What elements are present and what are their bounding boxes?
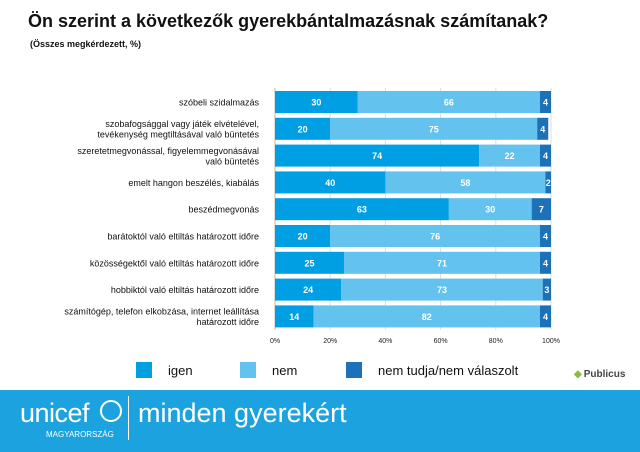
legend-item-igen: igen (136, 362, 193, 378)
bar-segment-igen (275, 144, 480, 167)
data-label: 3 (544, 285, 549, 295)
legend-swatch (240, 362, 256, 378)
data-label: 25 (304, 258, 314, 268)
x-tick-label: 40% (378, 338, 392, 345)
data-label: 82 (422, 312, 432, 322)
bar-segment-nem-tudja-nem-v-laszolt (539, 305, 551, 328)
bar-segment-igen (275, 171, 386, 194)
legend-swatch (136, 362, 152, 378)
data-label: 4 (543, 258, 548, 268)
legend: igen nem nem tudja/nem válaszolt (0, 362, 640, 382)
bar-segment-nem-tudja-nem-v-laszolt (539, 251, 551, 274)
data-label: 75 (429, 124, 439, 134)
bar-segment-nem-tudja-nem-v-laszolt (539, 91, 551, 113)
data-label: 74 (372, 151, 382, 161)
unicef-globe-icon (100, 400, 122, 422)
data-label: 7 (539, 205, 544, 215)
bar-segment-nem (448, 198, 532, 221)
bar-segment-nem-tudja-nem-v-laszolt (531, 198, 551, 221)
data-label: 40 (325, 178, 335, 188)
publicus-logo: ◆ Publicus (574, 369, 625, 380)
tagline: minden gyerekért (138, 398, 347, 428)
bar-segment-igen (275, 117, 331, 140)
data-label: 76 (430, 232, 440, 242)
category-label: beszédmegvonás (188, 205, 259, 215)
x-tick-label: 100% (542, 338, 560, 345)
data-label: 4 (543, 232, 548, 242)
category-label: számítógép, telefon elkobzása, internet … (64, 307, 259, 317)
data-label: 73 (437, 285, 447, 295)
bar-segment-nem (385, 171, 546, 194)
category-label: szóbeli szidalmazás (179, 98, 260, 108)
data-label: 66 (444, 98, 454, 108)
unicef-logo-text: unicef (20, 398, 90, 428)
x-tick-label: 80% (489, 338, 503, 345)
category-label: tevékenység megtiltásával való büntetés (97, 130, 259, 140)
category-label: hobbiktól való eltiltás határozott időre (111, 285, 259, 295)
bar-chart: 0% 20% 40% 60% 80% 100% szóbeli szidalmazás 30 6… (64, 88, 560, 345)
data-label: 30 (311, 98, 321, 108)
bar-segment-igen (275, 251, 344, 274)
bar-segment-igen (275, 225, 331, 247)
category-label: határozott időre (196, 317, 259, 327)
bar-segment-nem-tudja-nem-v-laszolt (539, 144, 551, 167)
data-label: 24 (303, 285, 313, 295)
category-label: szobafogsággal vagy játék elvételével, (105, 119, 259, 129)
country-label: MAGYARORSZÁG (46, 430, 114, 439)
legend-label: igen (168, 362, 193, 378)
x-tick-label: 60% (434, 338, 448, 345)
category-label: szeretetmegvonással, figyelemmegvonásáva… (77, 146, 259, 156)
publicus-icon: ◆ (574, 369, 582, 380)
bar-segment-nem (479, 144, 540, 167)
bar-segment-nem-tudja-nem-v-laszolt (545, 171, 551, 194)
data-label: 14 (289, 312, 299, 322)
data-label: 4 (543, 98, 548, 108)
data-label: 58 (460, 178, 470, 188)
chart-subtitle: (Összes megkérdezett, %) (30, 39, 142, 49)
data-label: 63 (357, 205, 367, 215)
chart-title: Ön szerint a következők gyerekbántalmazá… (28, 11, 549, 31)
data-label: 4 (540, 124, 545, 134)
bar-segment-igen (275, 305, 314, 328)
data-label: 71 (437, 258, 447, 268)
data-label: 20 (298, 232, 308, 242)
legend-swatch (346, 362, 362, 378)
data-label: 4 (543, 151, 548, 161)
data-label: 4 (543, 312, 548, 322)
legend-label: nem (272, 362, 298, 378)
unicef-banner: unicef MAGYARORSZÁG minden gyerekért (0, 390, 640, 452)
legend-label: nem tudja/nem válaszolt (378, 362, 519, 378)
bar-segment-igen (275, 278, 342, 301)
bar-segment-nem-tudja-nem-v-laszolt (537, 117, 549, 140)
category-label: barátoktól való eltiltás határozott időr… (107, 232, 259, 242)
bar-segment-nem (357, 91, 540, 113)
bar-segment-nem (313, 305, 540, 328)
x-tick-label: 20% (323, 338, 337, 345)
category-label: közösségektől való eltiltás határozott i… (90, 258, 259, 268)
publicus-text: Publicus (583, 369, 626, 380)
category-label: való büntetés (205, 156, 259, 166)
x-tick-label: 0% (270, 338, 280, 345)
category-label: emelt hangon beszélés, kiabálás (128, 178, 259, 188)
bar-segment-nem-tudja-nem-v-laszolt (542, 278, 551, 301)
bar-segment-igen (275, 198, 449, 221)
bar-segment-nem (344, 251, 540, 274)
divider (128, 396, 129, 440)
data-label: 22 (505, 151, 515, 161)
legend-item-nem-tudja: nem tudja/nem válaszolt (346, 362, 518, 378)
bar-segment-nem (330, 225, 540, 247)
bar-segment-nem (330, 117, 538, 140)
bar-segment-igen (275, 91, 358, 113)
data-label: 20 (298, 124, 308, 134)
bar-segment-nem-tudja-nem-v-laszolt (539, 225, 551, 247)
bar-segment-nem (341, 278, 543, 301)
data-label: 2 (546, 178, 551, 188)
data-label: 30 (485, 205, 495, 215)
legend-item-nem: nem (240, 362, 297, 378)
